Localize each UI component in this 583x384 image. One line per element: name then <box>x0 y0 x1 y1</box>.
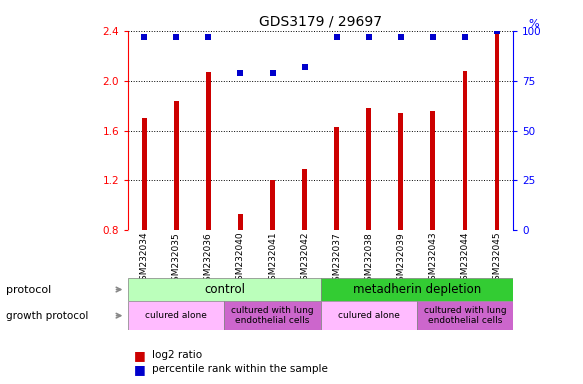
Bar <box>128 301 224 330</box>
Point <box>268 70 278 76</box>
Bar <box>321 278 513 301</box>
Text: control: control <box>204 283 245 296</box>
Text: protocol: protocol <box>6 285 51 295</box>
Text: GSM232040: GSM232040 <box>236 232 245 286</box>
Text: ■: ■ <box>134 349 146 362</box>
Point <box>171 34 181 40</box>
Text: metadherin depletion: metadherin depletion <box>353 283 481 296</box>
Point <box>364 34 373 40</box>
Point <box>332 34 342 40</box>
Bar <box>417 301 513 330</box>
Bar <box>224 301 321 330</box>
Text: cultured with lung
endothelial cells: cultured with lung endothelial cells <box>231 306 314 325</box>
Bar <box>321 301 417 330</box>
Text: percentile rank within the sample: percentile rank within the sample <box>152 364 328 374</box>
Bar <box>270 180 275 230</box>
Text: culured alone: culured alone <box>145 311 208 320</box>
Point <box>396 34 406 40</box>
Bar <box>462 71 468 230</box>
Point <box>492 28 501 34</box>
Bar <box>302 169 307 230</box>
Text: GSM232039: GSM232039 <box>396 232 405 286</box>
Text: GSM232044: GSM232044 <box>461 232 469 286</box>
Text: GSM232034: GSM232034 <box>140 232 149 286</box>
Text: ■: ■ <box>134 363 146 376</box>
Text: growth protocol: growth protocol <box>6 311 88 321</box>
Point <box>461 34 470 40</box>
Text: GSM232038: GSM232038 <box>364 232 373 286</box>
Point <box>204 34 213 40</box>
Point <box>428 34 437 40</box>
Text: log2 ratio: log2 ratio <box>152 350 202 360</box>
Text: GSM232036: GSM232036 <box>204 232 213 286</box>
Bar <box>174 101 179 230</box>
Text: GSM232045: GSM232045 <box>493 232 501 286</box>
Text: %: % <box>528 19 539 29</box>
Text: cultured with lung
endothelial cells: cultured with lung endothelial cells <box>424 306 506 325</box>
Bar <box>142 118 147 230</box>
Text: GSM232035: GSM232035 <box>172 232 181 286</box>
Title: GDS3179 / 29697: GDS3179 / 29697 <box>259 14 382 28</box>
Text: GSM232042: GSM232042 <box>300 232 309 286</box>
Text: GSM232037: GSM232037 <box>332 232 341 286</box>
Text: GSM232041: GSM232041 <box>268 232 277 286</box>
Point <box>236 70 245 76</box>
Bar <box>398 113 403 230</box>
Bar <box>430 111 436 230</box>
Point <box>300 64 309 70</box>
Bar <box>334 127 339 230</box>
Text: GSM232043: GSM232043 <box>429 232 437 286</box>
Text: culured alone: culured alone <box>338 311 400 320</box>
Bar <box>494 31 500 230</box>
Bar <box>366 108 371 230</box>
Bar <box>128 278 321 301</box>
Bar <box>238 214 243 230</box>
Point <box>139 34 149 40</box>
Bar <box>206 72 211 230</box>
